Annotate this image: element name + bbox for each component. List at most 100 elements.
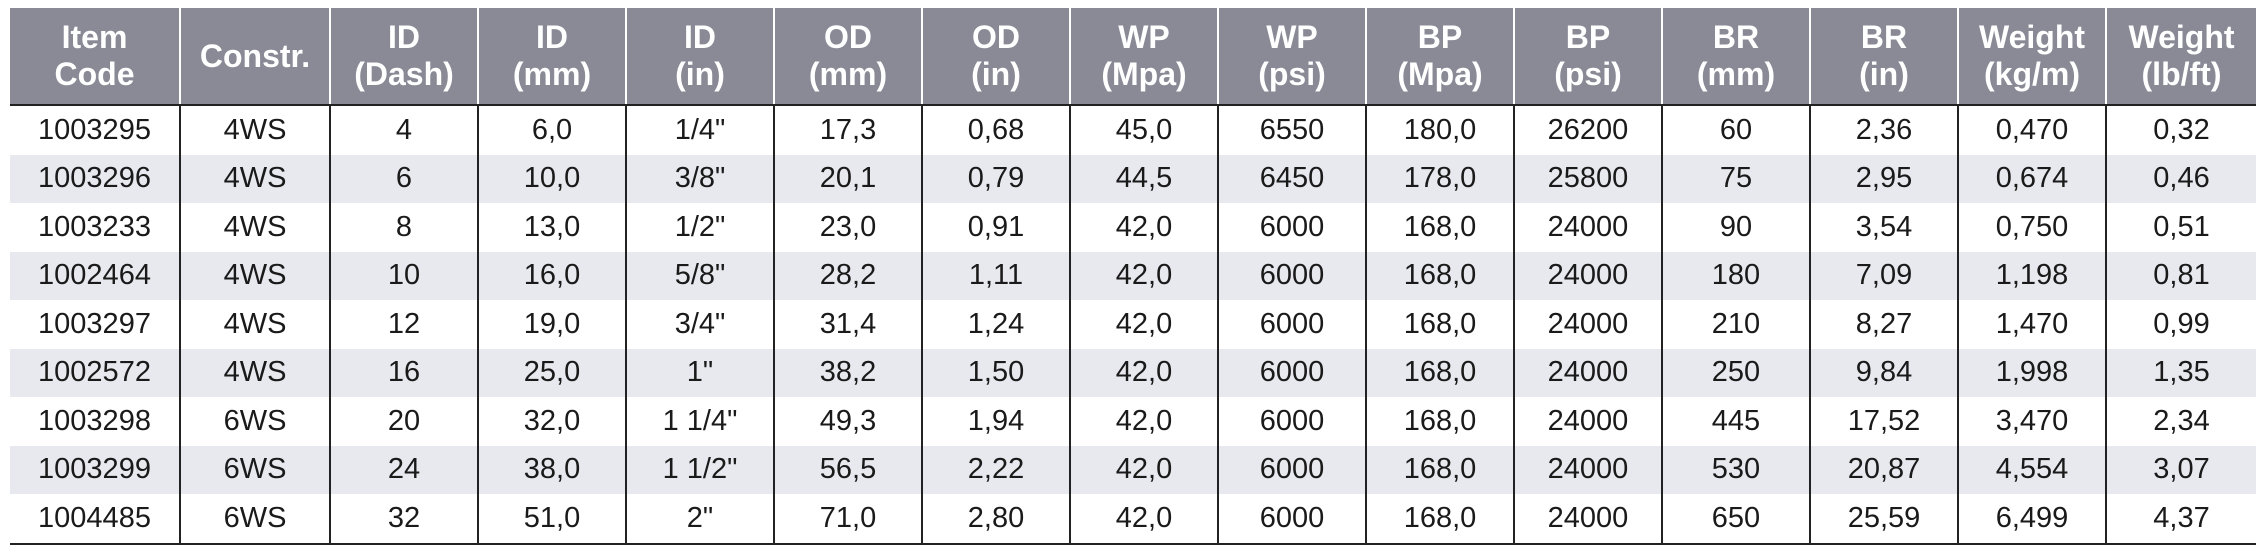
column-header-id-in: ID (in)	[625, 8, 774, 106]
table-row: 1003296 4WS 6 10,0 3/8" 20,1 0,79 44,5 6450 178,0…	[10, 154, 2256, 203]
column-header-weight-lb-ft: Weight (lb/ft)	[2105, 8, 2256, 106]
id-dash-cell: 24	[329, 445, 478, 494]
column-header-id-mm: ID (mm)	[477, 8, 626, 106]
wp-mpa-cell: 42,0	[1069, 494, 1218, 544]
table-row: 1002464 4WS 10 16,0 5/8" 28,2 1,11 42,0 6000 168,…	[10, 251, 2256, 300]
bp-mpa-cell: 168,0	[1365, 203, 1514, 252]
id-dash-cell: 16	[329, 348, 478, 397]
weight-kg-m-cell: 0,750	[1957, 203, 2106, 252]
bp-mpa-cell: 168,0	[1365, 348, 1514, 397]
od-mm-cell: 71,0	[773, 494, 922, 544]
br-in-cell: 17,52	[1809, 397, 1958, 446]
weight-kg-m-cell: 1,198	[1957, 251, 2106, 300]
bp-mpa-cell: 168,0	[1365, 494, 1514, 544]
br-mm-cell: 445	[1661, 397, 1810, 446]
id-in-cell: 1/2"	[625, 203, 774, 252]
weight-kg-m-cell: 3,470	[1957, 397, 2106, 446]
id-in-cell: 3/8"	[625, 154, 774, 203]
od-mm-cell: 20,1	[773, 154, 922, 203]
table-row: 1003299 6WS 24 38,0 1 1/2" 56,5 2,22 42,0 6000 16…	[10, 445, 2256, 494]
table-body: 1003295 4WS 4 6,0 1/4" 17,3 0,68 45,0 6550 180,0 2…	[10, 105, 2256, 544]
weight-lb-ft-cell: 4,37	[2105, 494, 2256, 544]
weight-lb-ft-cell: 3,07	[2105, 445, 2256, 494]
bp-psi-cell: 24000	[1513, 300, 1662, 349]
weight-kg-m-cell: 0,674	[1957, 154, 2106, 203]
id-mm-cell: 51,0	[477, 494, 626, 544]
construction-cell: 4WS	[179, 251, 330, 300]
od-in-cell: 0,79	[921, 154, 1070, 203]
weight-kg-m-cell: 0,470	[1957, 105, 2106, 155]
weight-lb-ft-cell: 0,32	[2105, 105, 2256, 155]
id-in-cell: 1/4"	[625, 105, 774, 155]
construction-cell: 4WS	[179, 105, 330, 155]
bp-psi-cell: 26200	[1513, 105, 1662, 155]
id-in-cell: 1"	[625, 348, 774, 397]
construction-cell: 6WS	[179, 397, 330, 446]
bp-psi-cell: 24000	[1513, 445, 1662, 494]
br-mm-cell: 60	[1661, 105, 1810, 155]
id-mm-cell: 38,0	[477, 445, 626, 494]
table-row: 1004485 6WS 32 51,0 2" 71,0 2,80 42,0 6000 168,0 2…	[10, 494, 2256, 544]
bp-mpa-cell: 178,0	[1365, 154, 1514, 203]
weight-lb-ft-cell: 0,81	[2105, 251, 2256, 300]
column-header-od-mm: OD (mm)	[773, 8, 922, 106]
wp-mpa-cell: 42,0	[1069, 445, 1218, 494]
construction-cell: 6WS	[179, 494, 330, 544]
construction-cell: 4WS	[179, 348, 330, 397]
item-code-cell: 1004485	[10, 494, 180, 544]
weight-lb-ft-cell: 0,99	[2105, 300, 2256, 349]
br-mm-cell: 530	[1661, 445, 1810, 494]
bp-psi-cell: 24000	[1513, 348, 1662, 397]
br-mm-cell: 90	[1661, 203, 1810, 252]
wp-mpa-cell: 42,0	[1069, 348, 1218, 397]
column-header-bp-mpa: BP (Mpa)	[1365, 8, 1514, 106]
od-mm-cell: 17,3	[773, 105, 922, 155]
wp-psi-cell: 6000	[1217, 397, 1366, 446]
od-in-cell: 0,68	[921, 105, 1070, 155]
id-dash-cell: 32	[329, 494, 478, 544]
od-in-cell: 1,94	[921, 397, 1070, 446]
table-row: 1002572 4WS 16 25,0 1" 38,2 1,50 42,0 6000 168,0 2…	[10, 348, 2256, 397]
od-in-cell: 1,24	[921, 300, 1070, 349]
wp-mpa-cell: 42,0	[1069, 300, 1218, 349]
wp-psi-cell: 6000	[1217, 203, 1366, 252]
wp-psi-cell: 6000	[1217, 348, 1366, 397]
item-code-cell: 1002464	[10, 251, 180, 300]
column-header-bp-psi: BP (psi)	[1513, 8, 1662, 106]
od-in-cell: 2,80	[921, 494, 1070, 544]
construction-cell: 4WS	[179, 154, 330, 203]
item-code-cell: 1003299	[10, 445, 180, 494]
bp-mpa-cell: 180,0	[1365, 105, 1514, 155]
column-header-item-code: Item Code	[10, 8, 180, 106]
column-header-br-in: BR (in)	[1809, 8, 1958, 106]
item-code-cell: 1003295	[10, 105, 180, 155]
wp-mpa-cell: 42,0	[1069, 251, 1218, 300]
od-in-cell: 1,11	[921, 251, 1070, 300]
column-header-br-mm: BR (mm)	[1661, 8, 1810, 106]
bp-psi-cell: 25800	[1513, 154, 1662, 203]
weight-kg-m-cell: 1,998	[1957, 348, 2106, 397]
id-in-cell: 1 1/4"	[625, 397, 774, 446]
wp-mpa-cell: 42,0	[1069, 203, 1218, 252]
od-in-cell: 1,50	[921, 348, 1070, 397]
wp-psi-cell: 6550	[1217, 105, 1366, 155]
id-mm-cell: 32,0	[477, 397, 626, 446]
table-row: 1003295 4WS 4 6,0 1/4" 17,3 0,68 45,0 6550 180,0 2…	[10, 105, 2256, 155]
weight-kg-m-cell: 6,499	[1957, 494, 2106, 544]
bp-psi-cell: 24000	[1513, 203, 1662, 252]
bp-psi-cell: 24000	[1513, 494, 1662, 544]
od-mm-cell: 23,0	[773, 203, 922, 252]
column-header-construction: Constr.	[179, 8, 330, 106]
id-in-cell: 3/4"	[625, 300, 774, 349]
od-mm-cell: 49,3	[773, 397, 922, 446]
item-code-cell: 1002572	[10, 348, 180, 397]
br-mm-cell: 210	[1661, 300, 1810, 349]
weight-lb-ft-cell: 0,51	[2105, 203, 2256, 252]
wp-mpa-cell: 42,0	[1069, 397, 1218, 446]
od-mm-cell: 31,4	[773, 300, 922, 349]
bp-mpa-cell: 168,0	[1365, 300, 1514, 349]
item-code-cell: 1003233	[10, 203, 180, 252]
id-in-cell: 2"	[625, 494, 774, 544]
column-header-wp-psi: WP (psi)	[1217, 8, 1366, 106]
id-dash-cell: 12	[329, 300, 478, 349]
